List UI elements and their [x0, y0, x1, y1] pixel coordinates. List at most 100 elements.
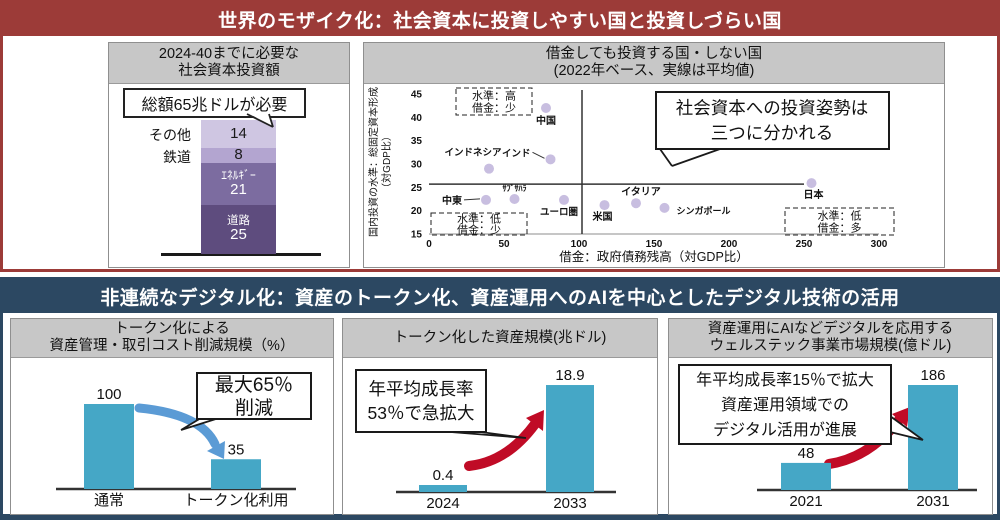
category-label: 2033 — [553, 495, 586, 512]
quadrant-label: 水準：低 — [457, 211, 501, 225]
x-tick-label: 200 — [721, 239, 738, 250]
arrow-head-icon — [526, 410, 544, 431]
callout-text: 53％で急拡大 — [368, 403, 475, 423]
bar-value-label: 48 — [798, 445, 815, 462]
bar-chart-token-cost: 100 通常 35 トークン化利用 最大65％削減 — [56, 372, 312, 509]
callout-box — [678, 364, 892, 445]
callout-tail-outline — [659, 148, 721, 167]
y-tick-label: 35 — [411, 136, 423, 147]
scatter-point — [541, 103, 551, 114]
scatter-point — [484, 163, 494, 174]
category-label: 2021 — [789, 493, 822, 510]
panel-debt-vs-investment: 借金しても投資する国・しない国 (2022年ベース、実線は平均値) 0 50 100… — [363, 42, 945, 268]
x-tick-label: 0 — [426, 239, 432, 250]
callout-text: 資産運用領域での — [721, 396, 849, 414]
category-label: 通常 — [94, 492, 124, 509]
chart-title-wealthtech: 資産運用にAIなどデジタルを応用する ウェルステック事業市場規模(億ドル) — [669, 319, 992, 358]
chart-title-scatter: 借金しても投資する国・しない国 (2022年ベース、実線は平均値) — [364, 43, 944, 84]
bar — [419, 485, 467, 492]
y-tick-label: 20 — [411, 206, 423, 217]
x-tick-label: 50 — [498, 239, 510, 250]
bar — [84, 404, 134, 489]
quadrant-box — [784, 207, 895, 236]
scatter-point-label: 日本 — [804, 188, 825, 201]
x-tick-label: 100 — [571, 239, 588, 250]
stack-segment: 8 — [201, 147, 276, 164]
quadrant-label: 水準：高 — [472, 88, 516, 102]
callout-tail-shape — [660, 148, 720, 166]
bar — [781, 462, 831, 490]
scatter-point-label: 米国 — [593, 210, 613, 223]
x-axis-line — [161, 253, 321, 256]
scatter-point — [509, 194, 520, 205]
scatter-chart: 0 50 100 150 200 250 300 45 40 35 30 25 20 15 借金：政府債務残… — [367, 87, 895, 264]
panel-token-assets: トークン化した資産規模(兆ドル) 0.4 2024 18.9 2033 年平均成長率 53… — [342, 318, 658, 515]
stacked-bar-chart: 総額65兆ドルが必要 14 その他 8 鉄道 ｴﾈﾙｷﾞｰ 21 道路 25 — [109, 84, 349, 266]
x-tick-label: 250 — [796, 239, 813, 250]
segment-value: 25 — [230, 226, 247, 244]
bar-chart-area-1: 100 通常 35 トークン化利用 最大65％ 削減 — [11, 358, 333, 513]
bar-value-label: 35 — [228, 441, 245, 458]
y-axis-title-unit: （対GDP比） — [380, 131, 393, 193]
arrow-head-icon — [207, 441, 225, 459]
scatter-point-label: 中国 — [536, 114, 556, 127]
callout-text: デジタル活用が進展 — [713, 420, 857, 439]
panel-infra-investment: 2024-40までに必要な 社会資本投資額 総額65兆ドルが必要 14 その他 8 鉄… — [108, 42, 350, 268]
scatter-point-label: シンガポール — [677, 205, 731, 216]
segment-value: 14 — [230, 124, 247, 142]
x-tick-label: 300 — [871, 239, 888, 250]
y-tick-label: 30 — [411, 160, 423, 171]
section-world-mosaic: 世界のモザイク化：社会資本に投資しやすい国と投資しづらい国 2024-40までに… — [0, 0, 1000, 272]
callout-text: 最大65％ — [215, 374, 293, 396]
y-axis-title: 国内投資の水準：総固定資本形成 — [367, 87, 380, 237]
x-axis-title: 借金：政府債務残高（対GDP比） — [559, 249, 749, 264]
callout-text: 年平均成長率 — [369, 379, 474, 399]
category-label: 2031 — [916, 493, 949, 510]
growth-arrow-icon — [464, 419, 540, 471]
quadrant-label: 借金：多 — [818, 220, 862, 234]
segment-value: 21 — [230, 181, 247, 199]
quadrant-label: 借金：少 — [457, 222, 501, 236]
section-digitalization: 非連続なデジタル化：資産のトークン化、資産運用へのAIを中心としたデジタル技術の… — [0, 277, 1000, 520]
quadrant-box — [455, 87, 533, 116]
arrow-head-icon — [892, 407, 910, 427]
bar-chart-token-assets: 0.4 2024 18.9 2033 年平均成長率 53％で急拡大 — [355, 367, 616, 512]
callout-text: 社会資本への投資姿勢は — [676, 98, 869, 118]
bar-chart-area-3: 48 2021 186 2031 年平均成長率15％で拡大 資産運用領域での デジタル活用が… — [669, 358, 992, 513]
callout-text: 削減 — [235, 397, 273, 419]
stack-segment: ｴﾈﾙｷﾞｰ 21 — [201, 163, 276, 205]
section-header-top: 世界のモザイク化：社会資本に投資しやすい国と投資しづらい国 — [3, 3, 997, 36]
scatter-point — [559, 194, 569, 205]
scatter-point-label: 中東 — [442, 194, 462, 207]
callout-text: 三つに分かれる — [711, 123, 834, 143]
quadrant-box — [430, 212, 528, 236]
x-tick-label: 150 — [646, 239, 663, 250]
segment-side-label: その他 — [149, 126, 191, 143]
scatter-point-label: インドネシア — [444, 148, 502, 159]
chart-title-token-cost: トークン化による 資産管理・取引コスト削減規模（%） — [11, 319, 333, 358]
stack-segment: 道路 25 — [201, 204, 276, 254]
bar-chart-area-2: 0.4 2024 18.9 2033 年平均成長率 53％で急拡大 — [343, 358, 657, 513]
scatter-point — [545, 154, 556, 165]
bar-value-label: 186 — [920, 367, 945, 384]
scatter-point — [599, 200, 610, 211]
bar-value-label: 0.4 — [433, 467, 454, 484]
panel-token-cost: トークン化による 資産管理・取引コスト削減規模（%） 100 通常 35 トークン化利… — [10, 318, 334, 515]
bar-chart-wealthtech: 48 2021 186 2031 年平均成長率15％で拡大資産運用領域でのデジタル活用が… — [678, 364, 977, 510]
scatter-point-label: ユーロ圏 — [540, 207, 578, 218]
chart-title-token-assets: トークン化した資産規模(兆ドル) — [343, 319, 657, 358]
y-tick-label: 45 — [411, 90, 423, 101]
decrease-arrow-icon — [134, 403, 220, 449]
quadrant-label: 借金：少 — [472, 100, 516, 114]
y-tick-label: 25 — [411, 183, 423, 194]
scatter-point — [659, 202, 670, 213]
panel-wealthtech: 資産運用にAIなどデジタルを応用する ウェルステック事業市場規模(億ドル) 48… — [668, 318, 993, 515]
category-label: 2024 — [426, 495, 459, 512]
callout-box — [196, 372, 312, 420]
bar-value-label: 100 — [96, 386, 121, 403]
point-label-connector — [463, 198, 481, 201]
bar — [546, 385, 594, 492]
category-label: トークン化利用 — [183, 492, 288, 509]
scatter-point — [631, 198, 641, 209]
stack-segment: 14 — [201, 120, 276, 148]
